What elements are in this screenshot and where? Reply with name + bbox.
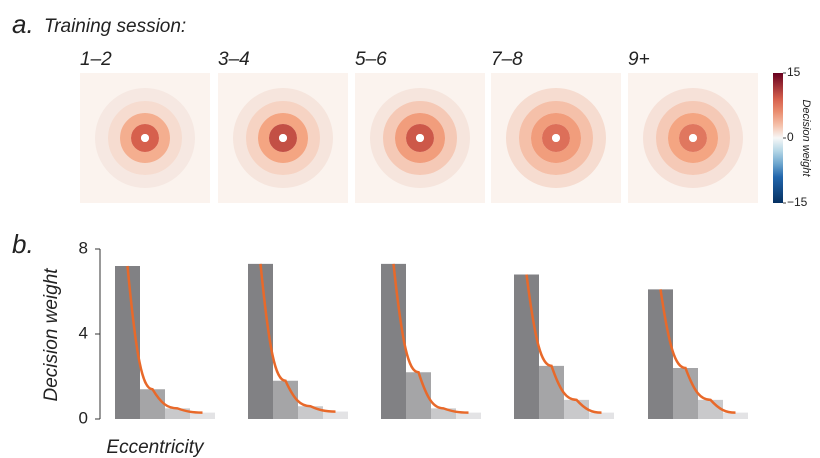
heatmap-ring	[656, 101, 730, 175]
center-hole	[552, 134, 560, 142]
heatmap-ring	[131, 124, 159, 152]
x-axis-label: Eccentricity	[106, 437, 205, 458]
heatmap-ring	[406, 124, 434, 152]
heatmap-ring	[531, 113, 581, 163]
fit-curve	[392, 263, 469, 414]
panel-label: a.	[12, 9, 34, 39]
colorbar-label: Decision weight	[800, 99, 812, 177]
heatmap-ring	[246, 101, 320, 175]
center-hole	[689, 134, 697, 142]
colorbar-tick-label: −15	[787, 195, 808, 209]
bar	[456, 412, 481, 419]
heatmap-ring	[519, 101, 593, 175]
y-tick-label: 0	[79, 408, 88, 427]
heatmap-ring	[269, 124, 297, 152]
fit-curve	[126, 265, 203, 414]
bar	[673, 368, 698, 419]
y-tick-label: 4	[79, 323, 88, 342]
bar	[273, 380, 298, 419]
panel-title: Training session:	[44, 16, 186, 37]
session-label: 7–8	[491, 49, 523, 70]
bar	[514, 274, 539, 419]
bar	[140, 389, 165, 419]
heatmap-ring	[95, 88, 195, 188]
colorbar-tick-label: 0	[787, 130, 794, 144]
colorbar	[773, 73, 783, 203]
center-hole	[279, 134, 287, 142]
center-hole	[141, 134, 149, 142]
bar	[165, 408, 190, 419]
session-label: 1–2	[80, 49, 112, 70]
bar	[589, 412, 614, 419]
bar	[323, 411, 348, 419]
heatmap-ring	[108, 101, 182, 175]
heatmap-ring	[679, 124, 707, 152]
heatmap-ring	[395, 113, 445, 163]
fit-curve	[525, 274, 602, 414]
heatmap-ring	[643, 88, 743, 188]
colorbar-tick-label: 15	[787, 65, 801, 79]
y-tick-label: 8	[79, 238, 88, 257]
heatmap-ring	[506, 88, 606, 188]
center-hole	[416, 134, 424, 142]
session-label: 5–6	[355, 49, 387, 70]
fit-curve	[259, 263, 336, 413]
heatmap-ring	[542, 124, 570, 152]
bar	[539, 365, 564, 419]
bar	[648, 289, 673, 419]
heatmap-ring	[383, 101, 457, 175]
heatmap-ring	[258, 113, 308, 163]
panel-label: b.	[12, 229, 34, 259]
session-label: 9+	[628, 49, 650, 70]
fit-curve	[659, 289, 736, 414]
bar	[564, 399, 589, 419]
y-axis-label: Decision weight	[41, 268, 62, 402]
bar	[431, 408, 456, 419]
bar	[723, 412, 748, 419]
bar	[190, 412, 215, 419]
heatmap-ring	[668, 113, 718, 163]
heatmap-ring	[233, 88, 333, 188]
bar	[381, 263, 406, 419]
session-label: 3–4	[218, 49, 250, 70]
heatmap-ring	[120, 113, 170, 163]
bar	[698, 399, 723, 419]
heatmap-ring	[370, 88, 470, 188]
